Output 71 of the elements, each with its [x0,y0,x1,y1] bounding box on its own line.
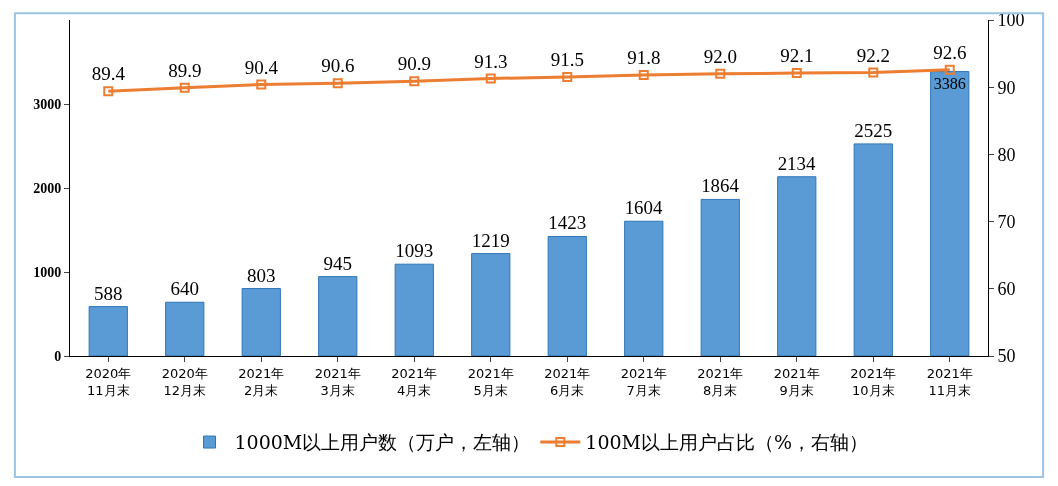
y-tick-label: 1000 [33,264,62,280]
point [868,67,879,78]
data-label: 1093 [395,240,434,262]
y2-tick-label: 60 [997,279,1016,300]
x-tick-label: 2021年 3月末 [314,365,361,398]
data-label: 1604 [624,197,663,219]
point [562,72,573,83]
data-label: 90.6 [321,55,355,77]
bar [394,263,434,356]
bar [853,143,893,356]
data-label: 89.9 [168,60,202,82]
x-tick-label: 2021年 11月末 [926,365,973,398]
x-tick-label: 2021年 6月末 [544,365,591,398]
x-tick-label: 2021年 9月末 [773,365,820,398]
y2-tick-label: 70 [997,211,1016,232]
bar [624,220,664,356]
y2-tick-label: 90 [997,77,1016,98]
data-label: 92.0 [703,46,737,68]
data-label: 640 [170,278,200,300]
data-label: 1864 [701,175,740,197]
point [791,68,802,79]
x-tick-label: 2021年 10月末 [850,365,897,398]
bar [700,198,740,356]
data-label: 92.1 [780,45,814,67]
point [179,82,190,93]
data-label: 92.2 [856,44,890,66]
point [256,79,267,90]
point [638,70,649,81]
point [715,68,726,79]
bar [318,276,358,356]
data-label: 1219 [471,229,510,251]
x-tick-label: 2021年 5月末 [467,365,514,398]
legend-label: 1000M以上用户数（万户，左轴） [234,431,531,454]
y-tick-label: 0 [54,348,62,364]
data-label: 92.6 [933,41,967,63]
point [103,86,114,97]
data-label: 2134 [777,152,816,174]
x-tick-label: 2020年 11月末 [85,365,132,398]
data-label: 588 [94,282,123,304]
x-tick-label: 2021年 4月末 [391,365,438,398]
data-label: 1423 [548,212,587,234]
data-label: 91.5 [550,49,584,71]
x-tick-label: 2021年 2月末 [238,365,285,398]
data-label: 90.4 [244,56,279,78]
bar [241,288,281,356]
data-label: 3386 [933,75,966,93]
y2-tick-label: 80 [997,144,1016,165]
x-tick-label: 2021年 7月末 [620,365,667,398]
bar [930,71,970,356]
data-label: 91.3 [474,50,508,72]
bar [165,301,205,356]
data-label: 945 [323,252,353,274]
data-label: 91.8 [627,47,661,69]
legend-label: 100M以上用户占比（%，右轴） [585,431,869,454]
x-tick-label: 2021年 8月末 [697,365,744,398]
bar [547,235,587,356]
data-label: 803 [247,264,276,286]
y2-tick-label: 50 [997,346,1016,367]
data-label: 89.4 [91,63,126,85]
y-tick-label: 2000 [33,180,62,196]
data-label: 2525 [854,119,893,141]
point [332,78,343,89]
point [409,76,420,87]
bar [88,306,128,356]
point [944,64,955,75]
x-tick-label: 2020年 12月末 [161,365,208,398]
y-tick-label: 3000 [33,96,62,112]
point [485,73,496,84]
data-label: 90.9 [397,53,431,75]
bar [777,176,817,356]
bar [471,253,511,356]
